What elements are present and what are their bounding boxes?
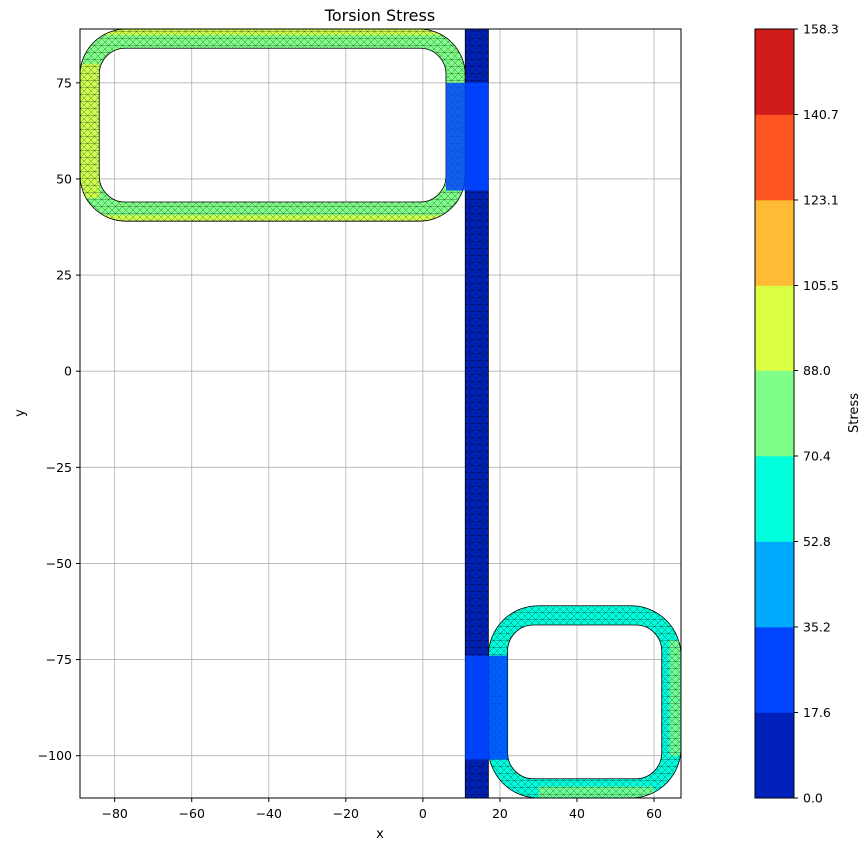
x-tick-label: 0 — [419, 806, 427, 821]
colorbar-band — [755, 541, 794, 628]
colorbar-band — [755, 199, 794, 286]
x-tick-label: −80 — [101, 806, 127, 821]
x-tick-label: −60 — [179, 806, 205, 821]
top-left-tube — [80, 29, 466, 222]
top-left-tube-outline — [80, 29, 466, 222]
top-left-tube-stress-band — [103, 29, 443, 36]
colorbar: 0.0 17.6 35.2 52.8 70.4 88.0 105.5 123.1 140.7 15… — [754, 22, 839, 806]
web-plate-outline — [464, 29, 489, 798]
x-axis-label: x — [376, 827, 384, 842]
x-tick-label: −20 — [333, 806, 359, 821]
colorbar-band — [755, 285, 794, 371]
y-tick-label: 75 — [56, 75, 72, 90]
y-tick-label: −100 — [38, 748, 72, 763]
colorbar-band — [755, 456, 794, 542]
bottom-right-tube — [487, 605, 681, 798]
colorbar-tick-label: 105.5 — [803, 278, 839, 293]
colorbar-tick-label: 35.2 — [803, 620, 831, 635]
chart-title: Torsion Stress — [324, 6, 435, 25]
bottom-junction-blend — [465, 655, 508, 760]
top-left-tube-stress-band — [80, 63, 100, 199]
bottom-right-tube-mesh — [488, 605, 681, 798]
plot-frame — [79, 28, 682, 799]
colorbar-tick-label: 0.0 — [803, 791, 823, 806]
colorbar-tick-label: 17.6 — [803, 705, 831, 720]
stress-mesh — [80, 29, 681, 798]
x-tick-label: 60 — [646, 806, 662, 821]
bottom-right-tube-stress-band — [669, 640, 681, 756]
colorbar-tick-label: 70.4 — [803, 449, 831, 464]
top-left-tube-stress-band — [103, 215, 443, 222]
y-tick-label: −25 — [46, 460, 72, 475]
x-tick-label: −40 — [256, 806, 282, 821]
bottom-right-tube-stress-band — [538, 786, 655, 798]
colorbar-frame — [754, 28, 795, 799]
y-axis-ticks: 75 50 25 0 −25 −50 −75 −100 — [38, 75, 80, 763]
y-axis-label: y — [13, 409, 28, 417]
colorbar-tick-label: 88.0 — [803, 363, 831, 378]
x-axis-ticks: −80 −60 −40 −20 0 20 40 60 — [101, 798, 662, 821]
y-tick-label: 0 — [64, 364, 72, 379]
colorbar-tick-label: 123.1 — [803, 192, 839, 207]
bottom-right-tube-outline — [487, 605, 681, 798]
colorbar-band — [755, 712, 794, 799]
grid-lines — [80, 29, 681, 798]
colorbar-band — [755, 627, 794, 713]
colorbar-tick-label: 52.8 — [803, 534, 831, 549]
web-plate-mesh — [465, 29, 489, 798]
colorbar-band — [755, 29, 794, 115]
x-tick-label: 20 — [492, 806, 508, 821]
y-tick-label: −50 — [46, 556, 72, 571]
colorbar-tick-label: 158.3 — [803, 22, 839, 37]
y-tick-label: 50 — [56, 171, 72, 186]
y-tick-label: −75 — [46, 652, 72, 667]
colorbar-band — [755, 114, 794, 201]
colorbar-tick-label: 140.7 — [803, 107, 839, 122]
x-tick-label: 40 — [569, 806, 585, 821]
bottom-right-tube-wall — [488, 605, 681, 798]
top-left-tube-wall — [80, 29, 466, 222]
top-left-tube-mesh — [80, 29, 466, 222]
top-junction-blend — [445, 82, 489, 191]
colorbar-label: Stress — [847, 393, 862, 433]
y-tick-label: 25 — [56, 268, 72, 283]
colorbar-band — [755, 370, 794, 457]
